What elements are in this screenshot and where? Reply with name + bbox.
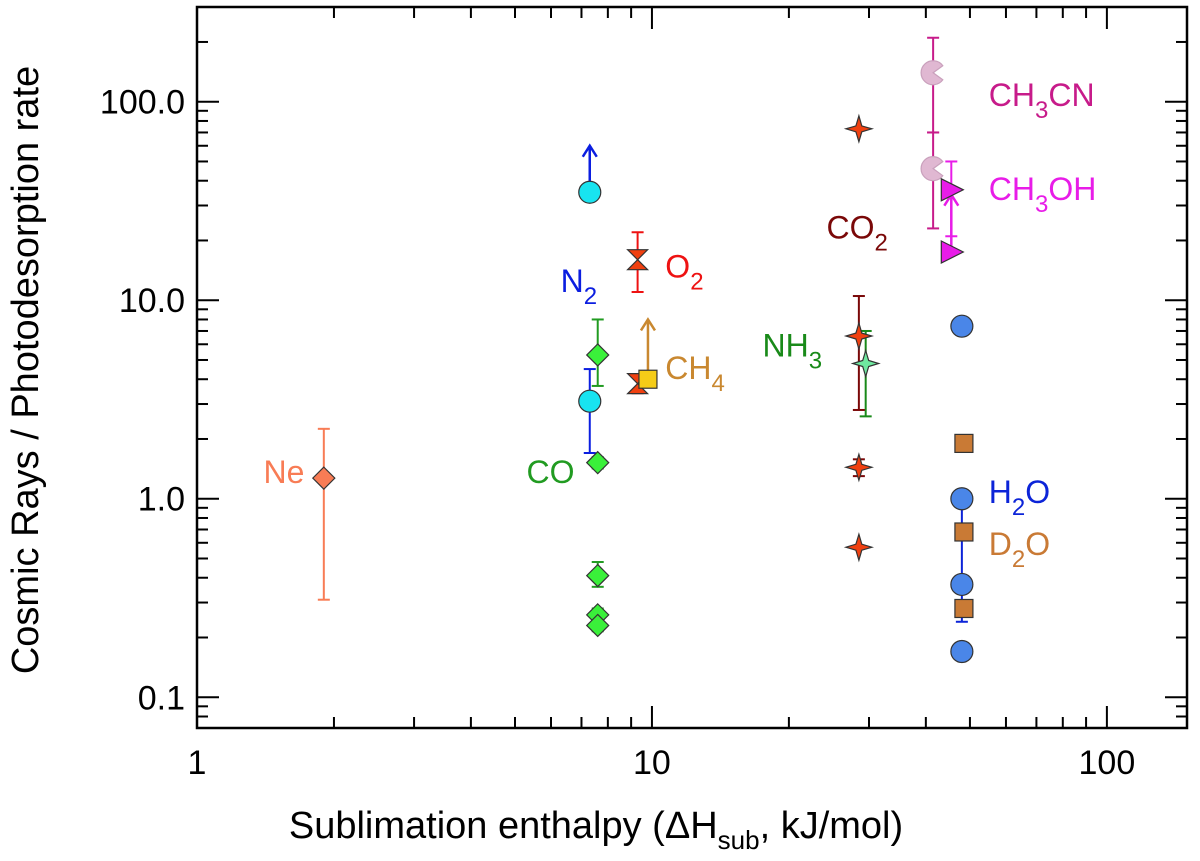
species-h2o — [950, 314, 974, 664]
species-d2o — [954, 433, 974, 619]
label-ne: Ne — [263, 454, 304, 490]
data-point-circle — [578, 389, 602, 413]
y-tick-label: 0.1 — [138, 679, 185, 717]
label-part: D — [989, 526, 1012, 562]
label-co: CO — [527, 454, 575, 490]
y-tick-label: 1.0 — [138, 481, 185, 519]
label-part: 2 — [1012, 546, 1025, 573]
data-point-square — [638, 369, 658, 389]
data-point-circle — [950, 572, 974, 597]
label-part: 2 — [584, 283, 597, 310]
data-point-circle — [950, 314, 974, 338]
data-point-diamond — [311, 466, 336, 490]
label-d2o: D2O — [989, 526, 1050, 573]
data-point-square — [954, 522, 974, 542]
data-point-diamond — [585, 563, 610, 588]
y-tick-label: 100.0 — [100, 84, 185, 122]
data-point-triangle — [940, 240, 965, 264]
species-co2 — [843, 113, 875, 563]
label-o2: O2 — [665, 249, 703, 296]
label-part: 2 — [1012, 494, 1025, 521]
label-part: H — [989, 474, 1012, 510]
data-point-star — [843, 113, 875, 144]
label-part: 3 — [809, 348, 822, 375]
label-part: NH — [763, 328, 809, 364]
species-n2 — [578, 180, 602, 413]
label-part: 2 — [690, 269, 703, 296]
x-tick-label: 1 — [188, 744, 207, 782]
limit-arrow-head — [639, 317, 657, 332]
plot-frame — [195, 5, 1189, 730]
data-point-square — [954, 433, 974, 454]
data-point-pacman — [920, 60, 944, 86]
label-part: CH — [989, 171, 1035, 207]
label-part: 4 — [712, 370, 725, 397]
data-point-circle — [578, 180, 602, 204]
label-ch4: CH4 — [665, 350, 725, 397]
label-part: 3 — [1035, 191, 1048, 218]
x-tick-label: 10 — [633, 744, 671, 782]
label-n2: N2 — [561, 263, 597, 310]
data-point-diamond — [585, 613, 610, 638]
species-co — [585, 343, 610, 638]
label-part: 2 — [875, 229, 888, 256]
data-point-pacman — [920, 156, 944, 182]
species-ch4 — [638, 369, 658, 389]
x-tick-label: 100 — [1079, 744, 1136, 782]
x-axis-label: Sublimation enthalpy (ΔHsub, kJ/mol) — [289, 805, 903, 855]
data-point-diamond — [585, 450, 610, 475]
error-bars-layer — [317, 36, 968, 633]
y-axis-label: Cosmic Rays / Photodesorption rate — [5, 66, 47, 674]
label-co2: CO2 — [827, 209, 888, 256]
label-part: O — [1025, 526, 1050, 562]
label-ch3cn: CH3CN — [989, 77, 1095, 124]
label-part: CO — [827, 209, 875, 245]
label-part: O — [665, 249, 690, 285]
label-part: Ne — [263, 454, 304, 490]
data-point-star — [850, 348, 881, 379]
data-point-triangle — [940, 177, 965, 202]
species-ch3cn — [920, 60, 944, 182]
data-point-diamond — [585, 343, 610, 367]
label-part: 3 — [1035, 97, 1048, 124]
label-h2o: H2O — [989, 474, 1050, 521]
label-part: CH — [989, 77, 1035, 113]
y-tick-label: 10.0 — [119, 282, 185, 320]
markers-layer — [311, 60, 974, 664]
limit-arrow-head — [581, 143, 598, 158]
label-part: CH — [665, 350, 711, 386]
data-point-circle — [950, 639, 974, 664]
label-part: N — [561, 263, 584, 299]
label-part: OH — [1048, 171, 1096, 207]
species-ne — [311, 466, 336, 490]
data-point-circle — [950, 487, 974, 511]
axes-layer: 1 10 100 0.1 1.0 10.0 100.0 — [100, 5, 1189, 782]
label-part: CO — [527, 454, 575, 490]
data-point-square — [954, 598, 974, 619]
label-ch3oh: CH3OH — [989, 171, 1097, 218]
species-ch3oh — [940, 177, 965, 264]
data-point-star — [843, 320, 875, 352]
label-nh3: NH3 — [763, 328, 823, 375]
label-part: O — [1025, 474, 1050, 510]
data-point-hourglass — [626, 249, 650, 271]
label-part: CN — [1048, 77, 1094, 113]
data-point-star — [843, 452, 875, 483]
data-point-star — [843, 532, 875, 563]
species-nh3 — [850, 348, 881, 379]
